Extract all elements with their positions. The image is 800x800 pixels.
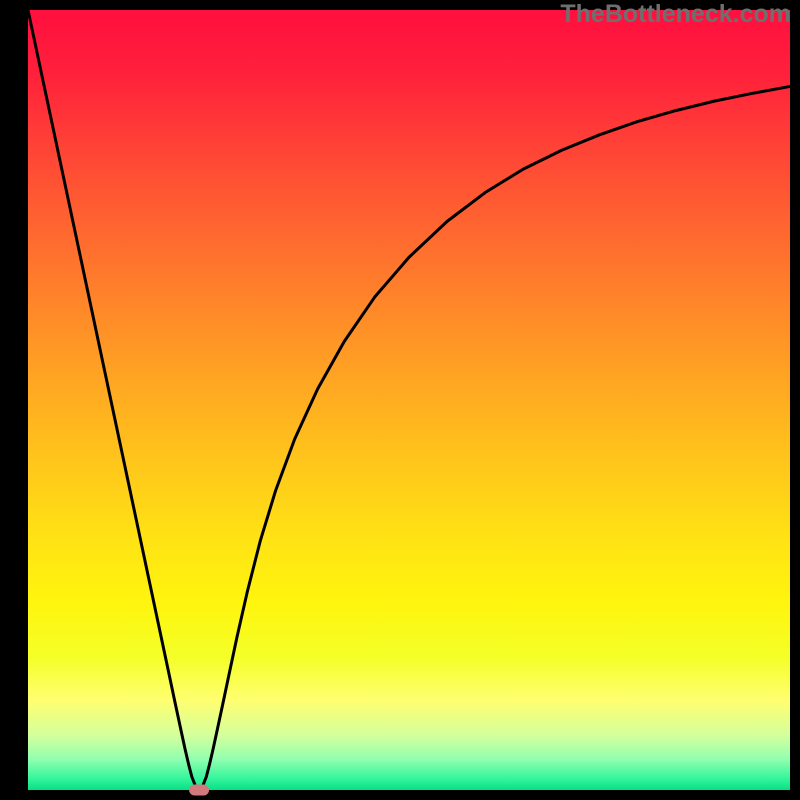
- watermark-text: TheBottleneck.com: [560, 0, 791, 29]
- plot-background-gradient: [28, 10, 790, 790]
- minimum-marker-pill: [189, 785, 209, 796]
- chart-frame: TheBottleneck.com: [0, 0, 800, 800]
- plot-svg: [0, 0, 800, 800]
